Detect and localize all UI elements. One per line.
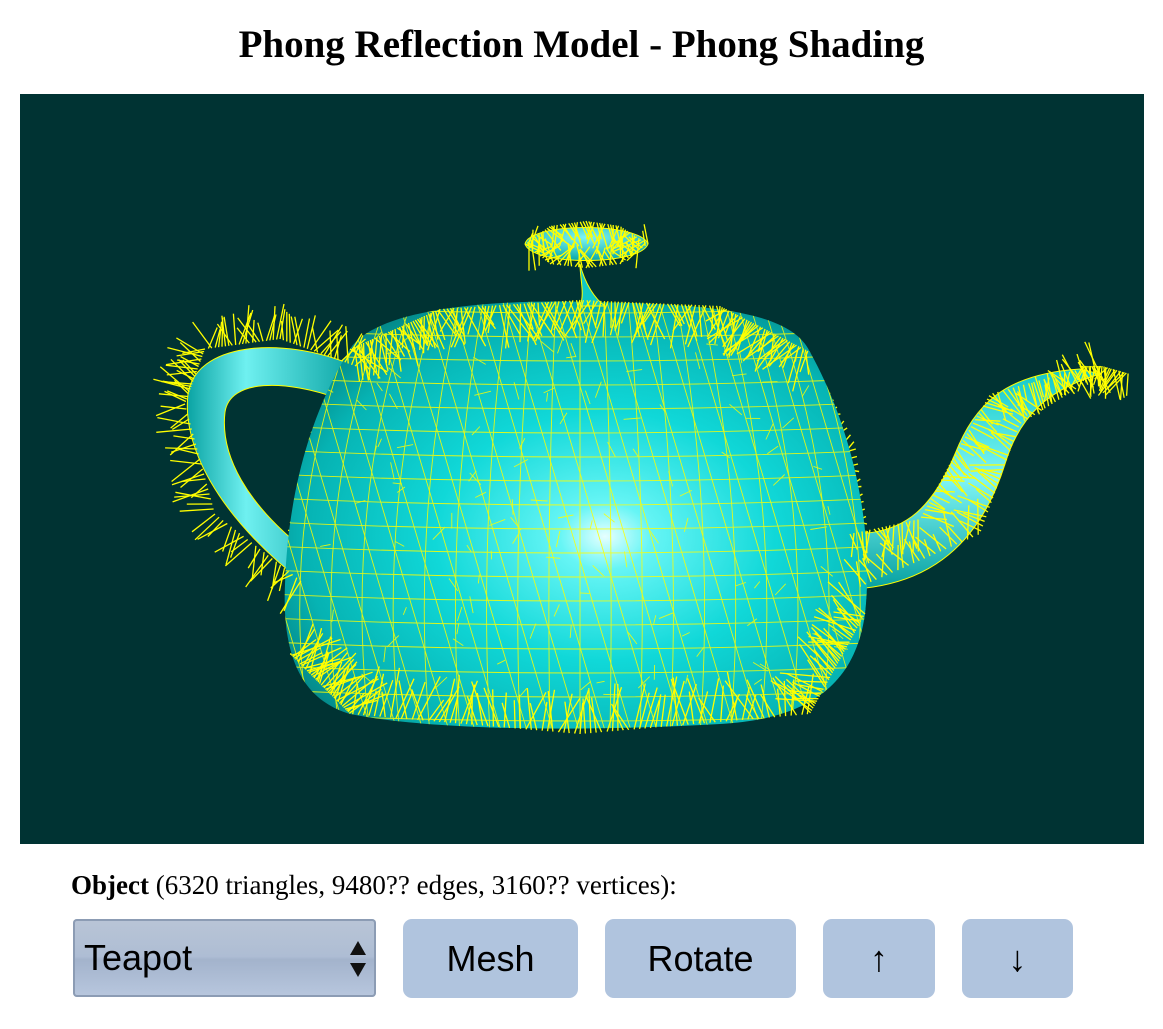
arrow-up-button[interactable]: ↑	[823, 919, 935, 998]
render-canvas[interactable]	[20, 94, 1144, 844]
rotate-button[interactable]: Rotate	[605, 919, 796, 998]
object-info: Object (6320 triangles, 9480?? edges, 31…	[71, 868, 677, 902]
object-select-value: Teapot	[84, 937, 193, 978]
object-label: Object	[71, 870, 149, 900]
page-title: Phong Reflection Model - Phong Shading	[238, 23, 925, 66]
object-details: (6320 triangles, 9480?? edges, 3160?? ve…	[155, 870, 677, 900]
controls-bar: Teapot Mesh Rotate ↑ ↓	[0, 919, 1163, 999]
arrow-down-button[interactable]: ↓	[962, 919, 1073, 998]
teapot-render	[153, 220, 1129, 735]
teapot-lid	[579, 263, 607, 307]
object-select[interactable]: Teapot	[73, 919, 376, 997]
mesh-button[interactable]: Mesh	[403, 919, 578, 998]
vertex-normals-front	[153, 220, 1129, 735]
up-down-chevron-icon	[350, 941, 366, 977]
